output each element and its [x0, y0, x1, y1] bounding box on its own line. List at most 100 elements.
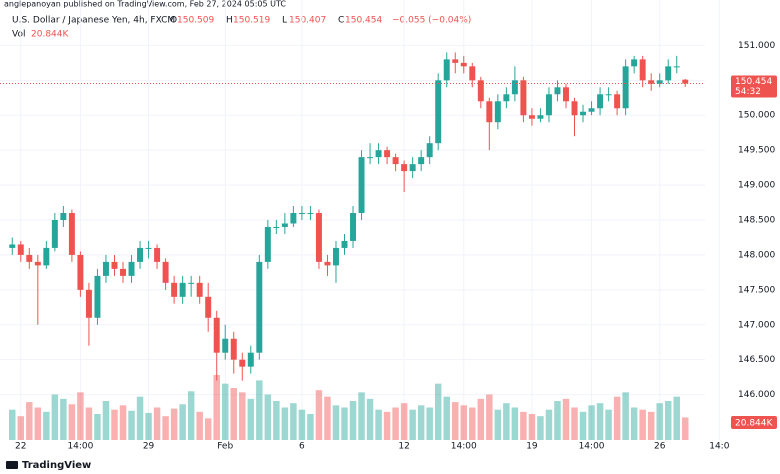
volume-bar [136, 396, 144, 440]
candle-body [605, 94, 612, 96]
volume-bar [179, 404, 186, 440]
volume-bar [256, 380, 263, 440]
candle-body [486, 101, 493, 123]
candle-body [281, 223, 288, 227]
volume-bar [477, 398, 485, 440]
volume-bar [417, 405, 425, 440]
published-note: anglepanoyan published on TradingView.co… [4, 0, 286, 9]
x-tick-label: 14:00 [451, 442, 477, 452]
volume-bar [349, 401, 357, 440]
volume-bar [434, 383, 442, 440]
volume-bar [34, 407, 42, 440]
candle-body [375, 150, 382, 158]
volume-bar [307, 414, 314, 440]
volume-bar [622, 392, 629, 440]
x-tick-label: 29 [143, 442, 155, 452]
volume-bar [324, 396, 331, 440]
volume-bar [94, 414, 101, 440]
candle-body [154, 247, 161, 262]
candle-body [528, 115, 535, 119]
candle-body [171, 282, 178, 297]
last-price-box [731, 75, 777, 98]
volume-bar [630, 407, 638, 440]
candle-body [537, 115, 544, 119]
candle-body [401, 164, 408, 172]
volume-bar [400, 403, 408, 440]
x-tick-label: 19 [526, 442, 538, 452]
volume-bar [230, 388, 237, 440]
volume-bar [170, 408, 178, 440]
ohlc-value: 150.454 [345, 16, 382, 26]
logo [6, 461, 18, 469]
y-tick-label: 148.500 [738, 216, 775, 226]
volume-bar [119, 405, 127, 440]
candle-body [26, 254, 33, 262]
candle-body [128, 261, 135, 276]
candle-body [503, 94, 510, 102]
y-tick-label: 151.000 [738, 41, 775, 51]
volume-title: Vol [12, 30, 25, 40]
volume-bar [111, 409, 118, 440]
volume-bar [77, 392, 84, 440]
candle-body [85, 289, 92, 318]
x-tick-label: 6 [299, 442, 305, 452]
candle-body [290, 213, 297, 224]
candle-body [563, 87, 569, 102]
volume-bar [221, 383, 229, 440]
volume-bar [290, 403, 297, 440]
candle-body [682, 79, 689, 84]
volume-bar [26, 402, 33, 440]
volume-bar [664, 401, 672, 440]
last-price-label: 150.454 [735, 77, 772, 87]
candle-body [68, 213, 75, 255]
candle-body [162, 261, 169, 283]
volume-bar [673, 396, 680, 440]
candle-body [60, 213, 67, 220]
volume-bar [452, 402, 459, 440]
candle-body [43, 247, 50, 266]
candle-body [665, 66, 672, 81]
candle-body [452, 59, 459, 63]
volume-bar [204, 418, 212, 440]
y-tick-label: 147.500 [738, 285, 775, 295]
volume-bar [409, 409, 416, 440]
candle-body [111, 261, 118, 269]
candle-body [341, 240, 348, 248]
volume-bar [213, 375, 220, 440]
candle-body [256, 261, 263, 353]
volume-value: 20.844K [31, 30, 69, 40]
volume-bar [639, 409, 646, 440]
volume-bar [187, 391, 195, 440]
candle-body [17, 244, 24, 255]
candle-body [196, 282, 203, 297]
candle-body [477, 80, 484, 102]
y-tick-label: 148.000 [738, 250, 775, 260]
candle-body [469, 66, 476, 81]
volume-bar [247, 398, 255, 440]
candle-body [350, 213, 357, 241]
y-tick-label: 146.500 [738, 355, 775, 365]
y-tick-label: 149.000 [738, 181, 775, 191]
candle-body [367, 157, 374, 159]
ohlc-value: 150.509 [177, 16, 214, 26]
candle-body [443, 59, 450, 81]
candle-body [273, 226, 280, 228]
candle-body [324, 261, 331, 266]
x-tick-label: 14:00 [579, 442, 605, 452]
candle-body [588, 108, 595, 112]
countdown: 54:32 [735, 87, 761, 97]
volume-bar [366, 398, 374, 440]
candle-body [597, 94, 604, 109]
candle-body [51, 220, 58, 248]
candle-body [554, 87, 561, 95]
volume-bar [9, 409, 16, 440]
candle-body [384, 150, 391, 158]
candle-body [673, 66, 680, 68]
volume-bar [520, 411, 527, 440]
x-tick-label: 22 [15, 442, 26, 452]
candle-body [94, 275, 101, 318]
volume-bar [443, 396, 450, 440]
candle-body [102, 261, 109, 276]
x-tick-label: 26 [654, 442, 666, 452]
